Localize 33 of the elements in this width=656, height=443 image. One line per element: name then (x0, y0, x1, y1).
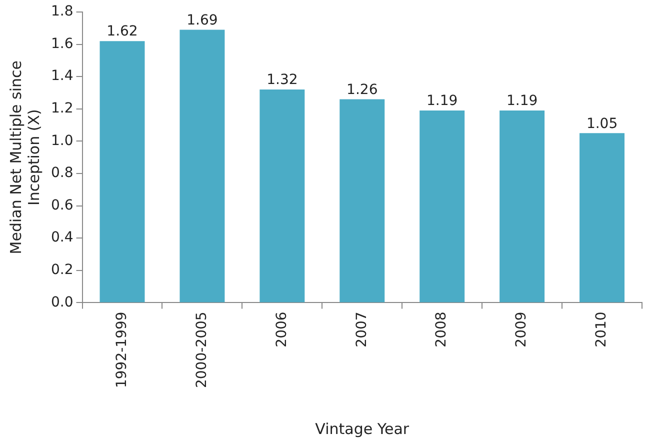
data-label: 1.62 (106, 24, 138, 40)
data-label: 1.69 (186, 12, 218, 28)
x-tick-label: 2008 (434, 312, 450, 348)
bar (500, 110, 545, 302)
x-tick-label: 2006 (274, 312, 290, 348)
data-label: 1.05 (586, 116, 618, 132)
y-tick-label: 0.8 (51, 165, 74, 182)
y-axis-title: Median Net Multiple since Inception (X) (6, 60, 43, 254)
data-label: 1.19 (426, 93, 458, 110)
y-tick-label: 1.8 (51, 4, 74, 20)
y-tick-label: 0.4 (51, 230, 74, 246)
y-tick-label: 0.0 (51, 294, 74, 310)
x-tick-label: 2010 (594, 312, 610, 348)
data-label: 1.19 (506, 93, 538, 110)
x-tick-label: 2009 (514, 312, 530, 348)
x-tick-label: 2007 (354, 312, 370, 348)
bar (340, 99, 385, 302)
data-label: 1.26 (346, 82, 378, 98)
y-tick-label: 1.0 (51, 132, 74, 149)
x-tick-label: 1992-1999 (114, 312, 130, 388)
x-tick-label: 2000-2005 (194, 312, 210, 388)
data-label: 1.32 (266, 72, 298, 88)
bar (420, 110, 465, 302)
y-tick-label: 1.2 (51, 100, 74, 117)
x-axis-title: Vintage Year (315, 420, 410, 438)
y-tick-label: 0.2 (51, 262, 74, 278)
y-tick-label: 1.4 (51, 68, 74, 84)
y-tick-label: 1.6 (51, 36, 74, 52)
bar (180, 30, 225, 302)
y-tick-label: 0.6 (51, 197, 74, 214)
bar (580, 133, 625, 302)
bar (100, 41, 145, 302)
bar (260, 90, 305, 302)
